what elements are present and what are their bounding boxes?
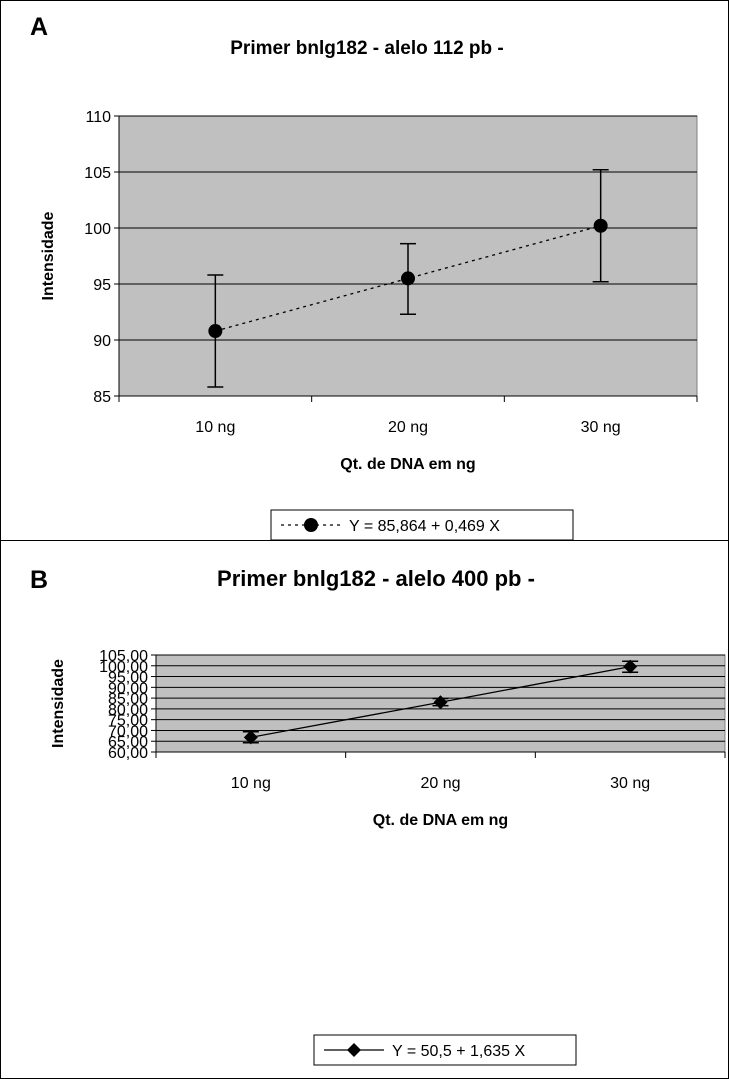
y-axis-title: Intensidade (40, 211, 57, 300)
chart-a-svg: A Primer bnlg182 - alelo 112 pb - 85 90 95 10… (30, 13, 698, 540)
x-axis-title: Qt. de DNA em ng (340, 456, 475, 473)
data-point (623, 659, 638, 674)
x-tick-label: 30 ng (581, 419, 621, 436)
y-tick-label: 95,00 (108, 670, 148, 687)
data-point (243, 730, 258, 745)
data-point (593, 218, 608, 233)
legend-marker (304, 518, 318, 532)
chart-b-svg: B Primer bnlg182 - alelo 400 pb - 60,0065,… (30, 566, 726, 1066)
x-tick-label: 20 ng (388, 419, 428, 436)
data-point (401, 271, 415, 286)
y-tick-label: 85 (93, 389, 111, 406)
legend-box (270, 509, 574, 540)
x-tick-label: 10 ng (195, 419, 235, 436)
y-tick-label: 75,00 (108, 713, 148, 730)
chart-panel-a: A Primer bnlg182 - alelo 112 pb - 85 90 95 10… (0, 0, 729, 541)
panel-label: B (30, 566, 48, 594)
x-tick-label: 10 ng (231, 775, 271, 792)
y-tick-label: 110 (85, 109, 111, 126)
chart-panel-b: B Primer bnlg182 - alelo 400 pb - 60,00 65,… (0, 540, 729, 1079)
y-tick-label: 105,00 (99, 648, 148, 665)
x-tick-label: 30 ng (610, 775, 650, 792)
x-tick-label: 20 ng (420, 775, 460, 792)
y-tick-label: 90 (93, 333, 111, 350)
legend: Y = 50,5 + 1,635 X (313, 1034, 577, 1066)
legend: Y = 85,864 + 0,469 X (270, 509, 574, 540)
chart-title: Primer bnlg182 - alelo 400 pb - (217, 566, 535, 591)
chart-title: Primer bnlg182 - alelo 112 pb - (230, 38, 504, 59)
y-tick-label: 90,00 (108, 680, 148, 697)
legend-marker (347, 1043, 361, 1057)
legend-label: Y = 85,864 + 0,469 X (349, 518, 500, 535)
y-tick-label: 60,00 (108, 745, 148, 762)
x-axis-title: Qt. de DNA em ng (373, 812, 508, 829)
y-tick-label: 70,00 (108, 723, 148, 740)
y-tick-label: 95 (93, 277, 111, 294)
y-axis-title: Intensidade (50, 659, 67, 748)
y-tick-label: 100 (84, 221, 111, 238)
y-tick-label: 65,00 (108, 734, 148, 751)
data-point (433, 695, 448, 710)
y-tick-label: 80,00 (108, 702, 148, 719)
y-tick-label: 100,00 (99, 659, 148, 676)
panel-label: A (30, 13, 48, 41)
legend-label: Y = 50,5 + 1,635 X (392, 1043, 525, 1060)
y-tick-label: 105 (84, 165, 111, 182)
data-point (208, 324, 223, 339)
y-tick-label: 85,00 (108, 691, 148, 708)
